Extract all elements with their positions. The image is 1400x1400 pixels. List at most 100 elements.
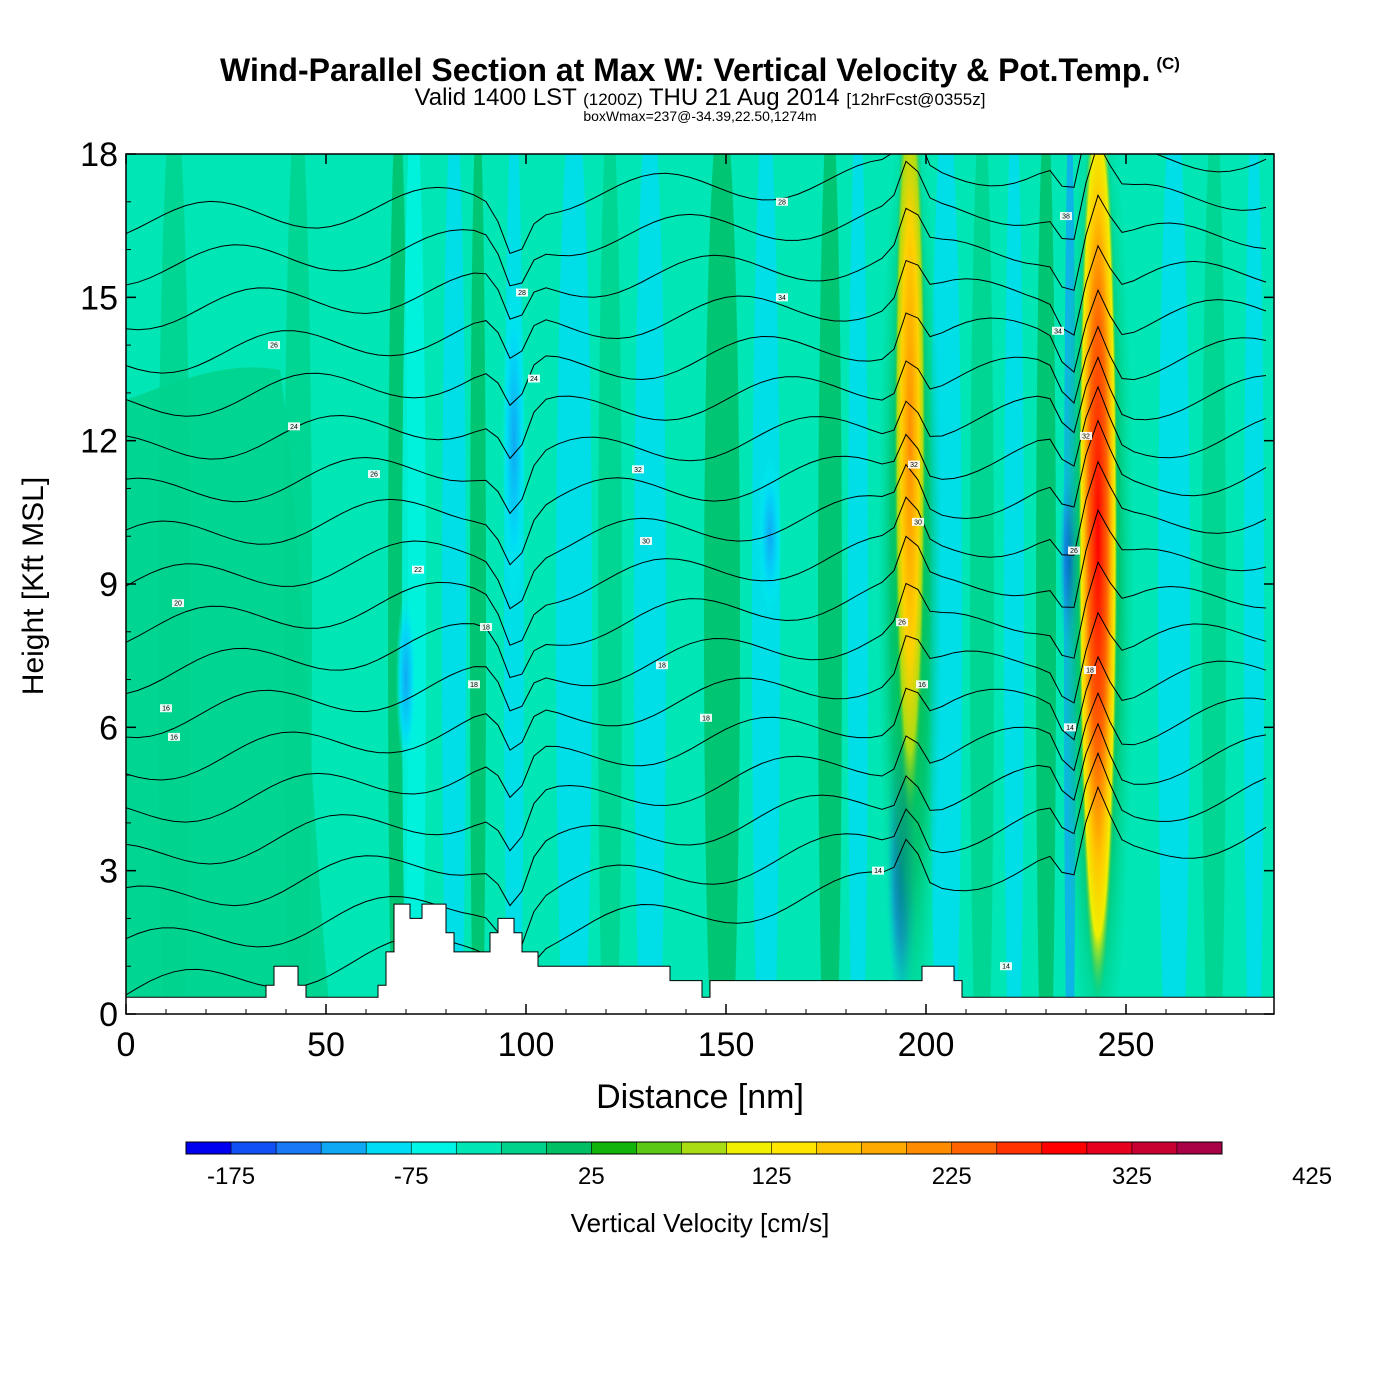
contour-label-text: 14 <box>1002 964 1010 971</box>
terrain-profile <box>126 903 1274 1014</box>
field-band <box>1202 154 1226 1014</box>
x-tick-label: 50 <box>307 1026 345 1064</box>
contour-label-bg <box>528 374 540 383</box>
theta-contour <box>126 611 1267 781</box>
contour-label-text: 14 <box>874 868 882 875</box>
copyright-mark: (C) <box>1156 54 1180 74</box>
colorbar-swatch <box>321 1142 367 1154</box>
contour-label-bg <box>412 565 424 574</box>
potential-temperature-contours: 16 16 20 26 24 26 22 18 18 28 24 32 30 18 18 28 34 14 32 30… <box>126 154 1267 1002</box>
colorbar-swatch <box>501 1142 547 1154</box>
contour-label-bg <box>908 460 920 469</box>
updraft-core <box>894 154 926 831</box>
theta-contour <box>126 722 1267 907</box>
contour-label-text: 18 <box>702 715 710 722</box>
colorbar-swatch <box>816 1142 863 1154</box>
contour-label-bg <box>1052 326 1064 335</box>
colorbar-label: 125 <box>752 1163 792 1190</box>
contour-label-bg <box>896 618 908 627</box>
theta-contour <box>126 325 1267 460</box>
vertical-velocity-field <box>126 154 1274 1014</box>
theta-contour <box>126 194 1267 331</box>
contour-label-text: 30 <box>642 539 650 546</box>
colorbar-title: Vertical Velocity [cm/s] <box>570 1208 830 1238</box>
contour-label: 32 <box>1080 431 1092 440</box>
contour-label: 28 <box>516 288 528 297</box>
colorbar <box>185 1141 1223 1155</box>
chart-title: Wind-Parallel Section at Max W: Vertical… <box>220 52 1180 88</box>
contour-label-text: 24 <box>290 424 298 431</box>
colorbar-swatch <box>276 1142 322 1154</box>
colorbar-swatch <box>906 1142 953 1154</box>
theta-contour <box>126 508 1267 695</box>
contour-label-text: 28 <box>778 199 786 206</box>
y-axis: 0 3 6 9 12 15 18 <box>80 136 1274 1034</box>
theta-contour <box>126 419 1267 610</box>
contour-label-bg <box>288 422 300 431</box>
colorbar-label: 25 <box>578 1163 605 1190</box>
y-tick-label: 9 <box>99 566 118 604</box>
contour-label-text: 14 <box>1066 725 1074 732</box>
field-band <box>970 154 994 1014</box>
field-band <box>402 154 426 1014</box>
contour-label-text: 24 <box>530 376 538 383</box>
contour-label: 24 <box>288 422 300 431</box>
colorbar-swatch <box>186 1142 232 1154</box>
colorbar-swatch <box>546 1142 592 1154</box>
valid-time: Valid 1400 LST <box>414 84 577 111</box>
downdraft-streak <box>758 456 782 617</box>
field-band <box>848 154 868 1014</box>
contour-label: 32 <box>632 465 644 474</box>
contour-label: 26 <box>268 341 280 350</box>
contour-label-bg <box>172 599 184 608</box>
contour-label-text: 30 <box>914 519 922 526</box>
contour-label: 32 <box>908 460 920 469</box>
contour-label-text: 32 <box>634 467 642 474</box>
theta-contour <box>126 655 1267 823</box>
colorbar-swatch <box>951 1142 998 1154</box>
contour-label-bg <box>776 197 788 206</box>
contour-label: 24 <box>528 374 540 383</box>
contour-label-bg <box>1060 212 1072 221</box>
field-band <box>818 154 842 1014</box>
colorbar-swatch <box>366 1142 412 1154</box>
contour-label-bg <box>700 713 712 722</box>
theta-contour <box>126 691 1267 865</box>
contour-label: 26 <box>368 470 380 479</box>
contour-label: 18 <box>1084 666 1096 675</box>
contour-label-bg <box>912 517 924 526</box>
colorbar-swatch <box>726 1142 773 1154</box>
contour-label-text: 26 <box>898 620 906 627</box>
field-band <box>470 154 486 1014</box>
theta-contour <box>126 154 1267 255</box>
contour-label: 16 <box>160 704 172 713</box>
utc-time: (1200Z) <box>583 90 643 109</box>
contour-label-text: 16 <box>170 734 178 741</box>
contour-label: 30 <box>912 517 924 526</box>
downdraft-streak <box>396 589 416 770</box>
colorbar-swatch <box>681 1142 728 1154</box>
contour-label: 20 <box>172 599 184 608</box>
contour-label-bg <box>168 732 180 741</box>
colorbar-label: 225 <box>932 1163 972 1190</box>
colorbar-swatch <box>996 1142 1043 1154</box>
x-axis-label: Distance [nm] <box>596 1078 804 1116</box>
x-tick-label: 200 <box>898 1026 955 1064</box>
chart-subtitle: Valid 1400 LST (1200Z) THU 21 Aug 2014 [… <box>0 84 1400 112</box>
contour-label-bg <box>1064 723 1076 732</box>
contour-label-text: 16 <box>918 682 926 689</box>
field-band <box>442 154 466 1014</box>
contour-label: 14 <box>1064 723 1076 732</box>
x-tick-label: 0 <box>117 1026 136 1064</box>
contour-label-bg <box>516 288 528 297</box>
contour-label-text: 16 <box>162 706 170 713</box>
theta-contour <box>126 785 1267 1002</box>
contour-label-bg <box>480 623 492 631</box>
contour-label-text: 26 <box>270 343 278 350</box>
valid-date: THU 21 Aug 2014 <box>648 84 840 111</box>
contour-label-text: 20 <box>174 601 182 608</box>
contour-label-text: 32 <box>1082 433 1090 440</box>
contour-label-bg <box>916 680 928 689</box>
contour-label-bg <box>1000 962 1012 971</box>
